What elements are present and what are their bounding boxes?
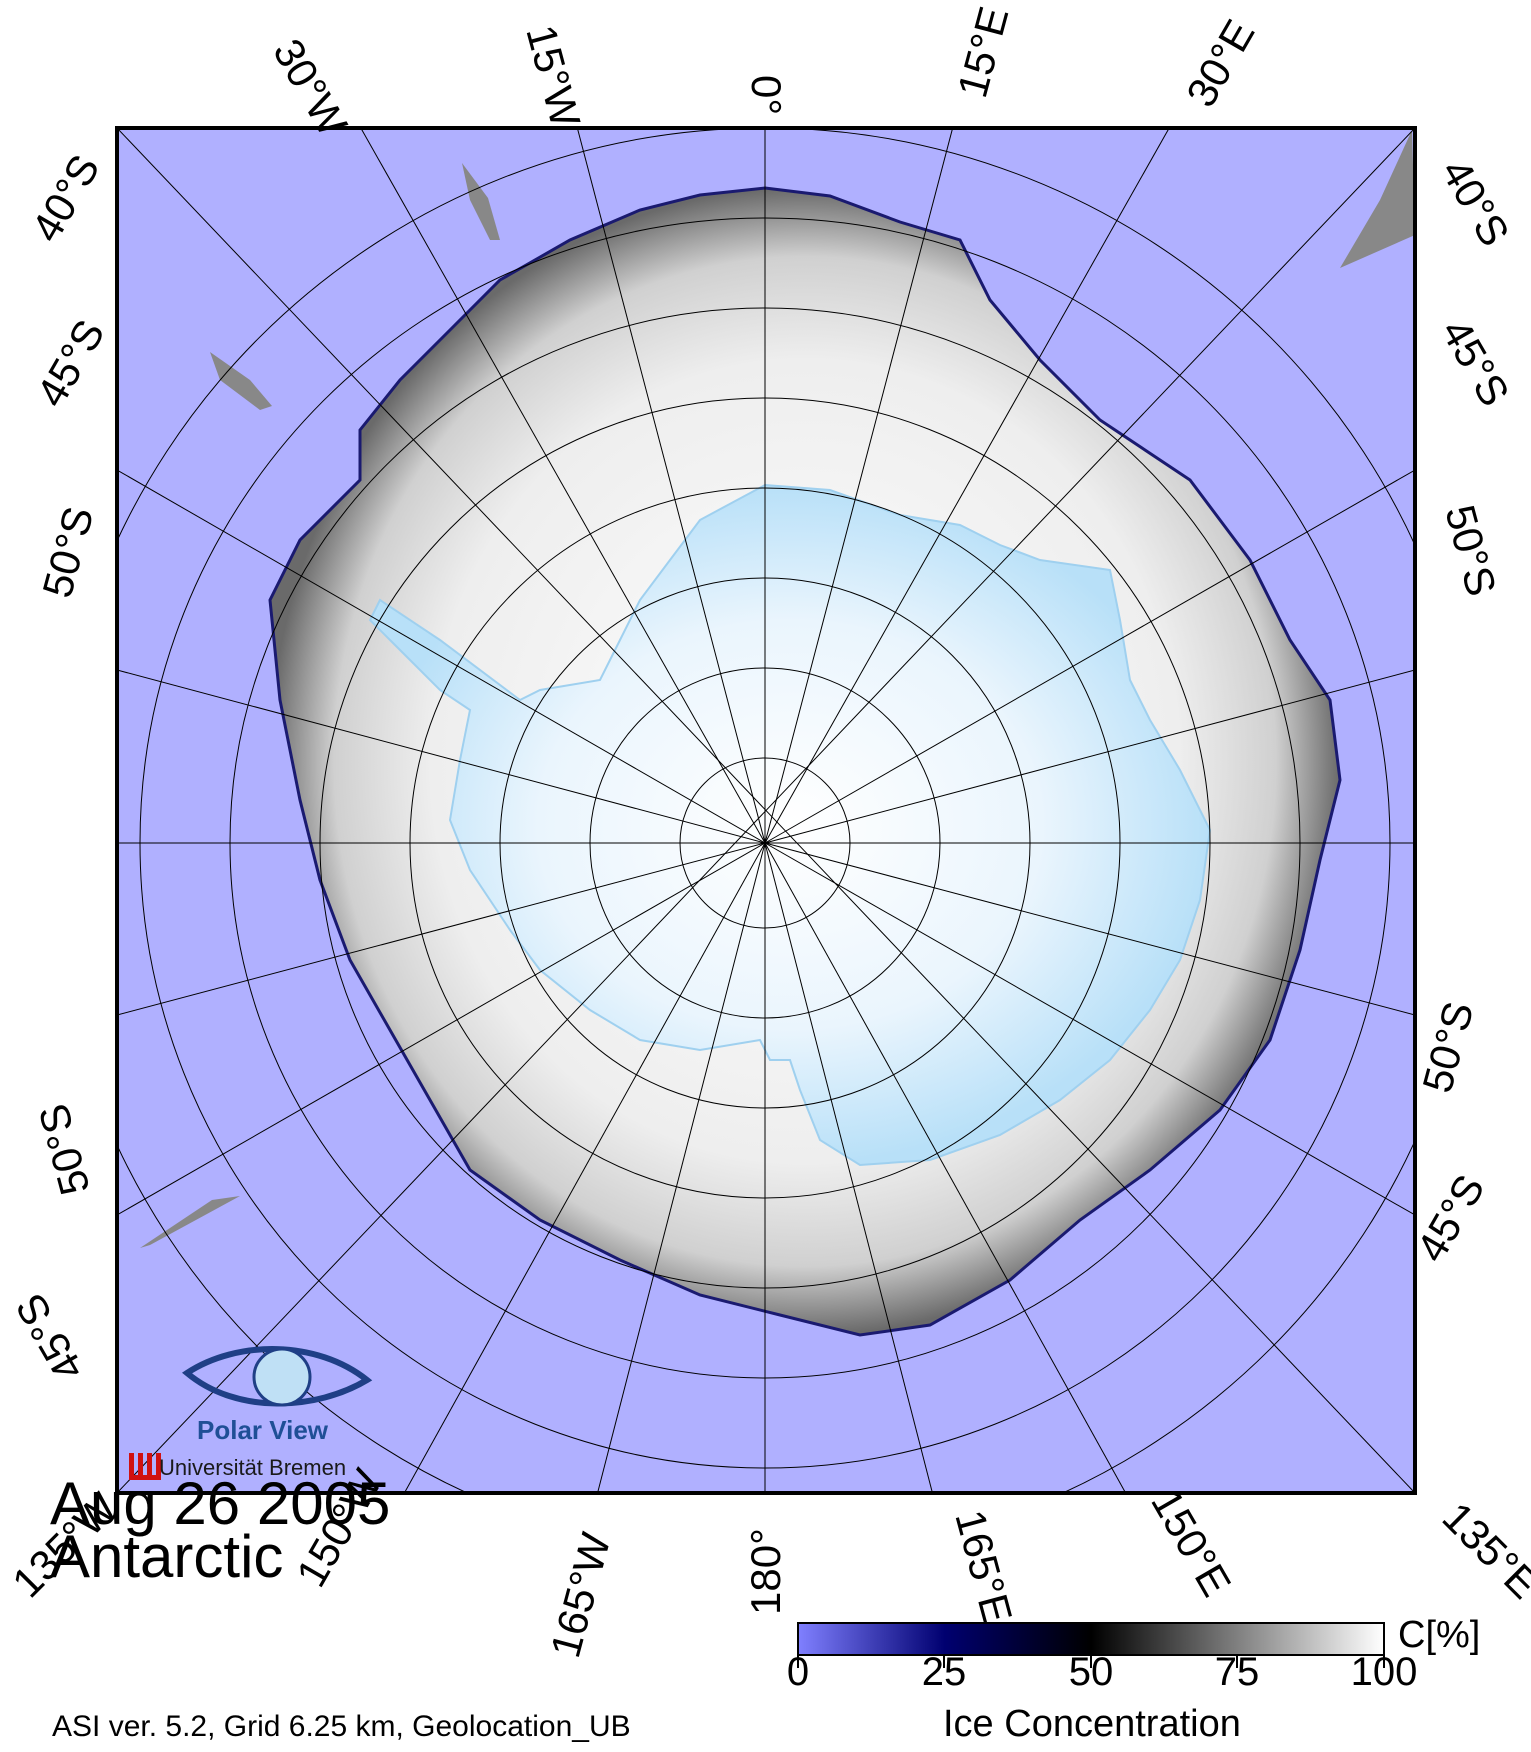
lon-label: 30°E bbox=[1177, 12, 1263, 115]
lat-label: 50°S bbox=[1413, 997, 1482, 1098]
lon-label: 150°E bbox=[1142, 1481, 1240, 1604]
colorbar bbox=[797, 1622, 1385, 1656]
lat-label: 45°S bbox=[6, 1286, 92, 1389]
lat-label: 50°S bbox=[1436, 500, 1505, 601]
map-info: ASI ver. 5.2, Grid 6.25 km, Geolocation_… bbox=[52, 1710, 631, 1743]
missing-data-patches bbox=[140, 130, 1415, 1248]
lat-label: 45°S bbox=[27, 312, 113, 415]
polar-view-logo: Polar View Universität Bremen bbox=[117, 1335, 431, 1493]
colorbar-tick-label: 100 bbox=[1350, 1650, 1418, 1694]
map-date: Aug 26 2005 bbox=[50, 1470, 391, 1537]
map-region: Antarctic bbox=[50, 1523, 284, 1590]
colorbar-tick-label: 0 bbox=[786, 1650, 810, 1694]
graticule bbox=[117, 128, 1415, 1493]
lon-label: 180° bbox=[742, 1528, 789, 1615]
logo-name: Polar View bbox=[197, 1415, 329, 1445]
logo-eye-graphic bbox=[129, 1346, 373, 1480]
lon-label: 135°E bbox=[1434, 1493, 1531, 1607]
lat-label: 40°S bbox=[1432, 151, 1518, 254]
lat-label: 45°S bbox=[1432, 311, 1518, 414]
colorbar-tick-label: 75 bbox=[1214, 1650, 1260, 1694]
colorbar-tick-label: 50 bbox=[1068, 1650, 1114, 1694]
map-frame bbox=[115, 126, 1417, 1495]
lon-label: 165°E bbox=[946, 1505, 1021, 1628]
colorbar-title: Ice Concentration bbox=[943, 1703, 1241, 1745]
lon-label: 15°W bbox=[517, 20, 589, 132]
colorbar-tick-label: 25 bbox=[921, 1650, 967, 1694]
latitude-labels-left: 40°S 45°S 50°S 50°S 45°S bbox=[6, 147, 113, 1389]
lat-label: 50°S bbox=[33, 502, 102, 603]
lat-label: 45°S bbox=[1407, 1167, 1493, 1270]
lon-label: 165°W bbox=[541, 1528, 619, 1663]
colorbar-ticks bbox=[797, 1655, 1385, 1668]
logo-institution: Universität Bremen bbox=[159, 1455, 347, 1480]
lon-label: 15°E bbox=[948, 2, 1017, 103]
lat-label: 50°S bbox=[30, 1099, 99, 1200]
lon-label: 0° bbox=[743, 75, 790, 115]
colorbar-unit: C[%] bbox=[1398, 1614, 1481, 1656]
latitude-labels-right: 40°S 45°S 50°S 50°S 45°S bbox=[1407, 151, 1519, 1270]
longitude-labels-top: 30°W 15°W 0° 15°E 30°E bbox=[264, 2, 1263, 144]
lat-label: 40°S bbox=[22, 147, 108, 250]
